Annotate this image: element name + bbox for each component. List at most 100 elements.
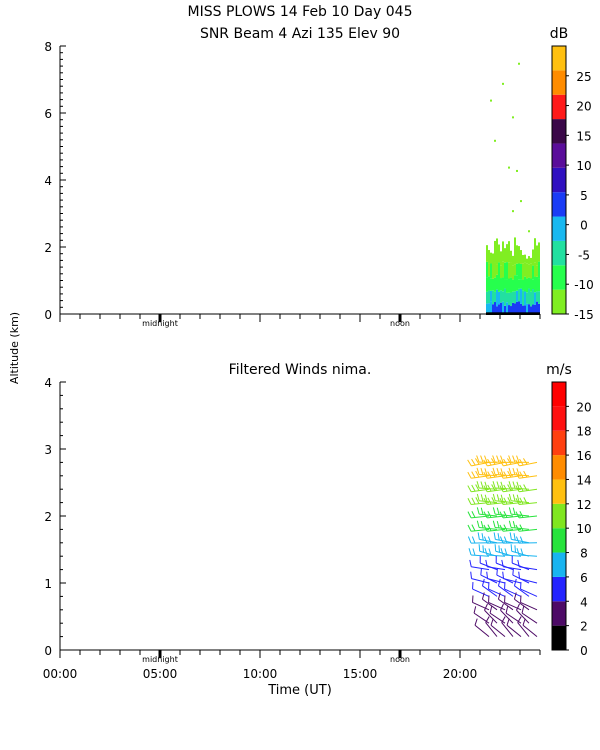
wind-barb [515,497,538,505]
colorbar-tick-label: 5 [580,189,588,203]
y-tick-label: 8 [44,40,52,54]
snr-cell [514,237,516,265]
snr-echo [494,139,496,142]
snr-cell [516,275,518,291]
snr-cell [524,305,526,314]
snr-cell [502,301,504,314]
snr-cell [518,279,520,289]
snr-cell [522,290,524,306]
y-tick-label: 3 [44,443,52,457]
snr-cell [538,242,540,262]
figure-subtitle: SNR Beam 4 Azi 135 Elev 90 [200,26,400,42]
snr-cell [496,238,498,265]
snr-cell [502,261,504,278]
wind-barb [484,603,498,624]
snr-cell [538,261,540,279]
colorbar-swatch [552,601,566,626]
wind-barb [504,595,522,611]
snr-cell [532,289,534,305]
colorbar-swatch [552,479,566,504]
snr-cell [510,250,512,263]
snr-cell [504,248,506,263]
snr-cell [534,262,536,277]
snr-cell [502,291,504,302]
snr-cell [538,303,540,314]
colorbar-tick-label: -15 [574,308,594,322]
y-tick-label: 4 [44,174,52,188]
snr-cell [522,263,524,280]
colorbar-swatch [552,382,566,407]
wind-barb [513,578,530,597]
snr-cell [530,306,532,314]
colorbar-tick-label: 10 [576,522,591,536]
wind-barb [499,536,522,544]
wind-barb [500,603,514,624]
snr-cell [492,264,494,279]
colorbar-swatch [552,70,566,95]
snr-cell [510,262,512,278]
snr-cell [510,277,512,293]
snr-cell [524,254,526,263]
y-tick-label: 1 [44,577,52,591]
wind-barb [490,618,506,637]
wind-barb [485,559,506,571]
snr-cell [502,277,504,292]
snr-axes: 0 2 4 6 8 midnight noon [44,40,541,328]
snr-cell [486,245,488,262]
snr-cell [514,291,516,304]
wind-barb [488,582,506,597]
x-axis-label: Time (UT) [267,683,332,698]
wind-barb [504,582,522,597]
colorbar-swatch [552,528,566,553]
wind-barb [511,556,530,571]
snr-echo [490,99,492,102]
snr-cell [508,292,510,306]
snr-cell [488,263,490,277]
snr-cell [524,262,526,277]
colorbar-swatch [552,240,566,266]
wind-barb [497,578,514,597]
snr-cell [514,303,516,314]
snr-cell [532,249,534,266]
x-tick-label: 15:00 [343,667,378,681]
snr-cell [492,253,494,265]
colorbar-tick-label: 18 [576,425,591,439]
wind-barb [488,595,506,611]
snr-cell [498,279,500,292]
snr-cell [496,274,498,290]
wind-barb [508,520,530,530]
snr-cell [508,241,510,263]
colorbar-tick-label: 25 [576,70,591,84]
snr-cell [494,277,496,292]
snr-cell [488,303,490,314]
wind-barb [469,559,490,571]
snr-cell [530,263,532,279]
snr-cell [534,276,536,293]
colorbar-swatch [552,406,566,431]
x-tick-label: 20:00 [443,667,478,681]
wind-barb [499,458,522,467]
snr-cell [524,276,526,292]
snr-cell [490,278,492,291]
snr-cell [520,279,522,289]
snr-cell [488,290,490,304]
snr-cell [498,291,500,305]
snr-cell [512,255,514,266]
snr-echo [508,166,510,169]
wind-barb [485,616,498,637]
snr-cell [516,301,518,314]
colorbar-tick-label: 8 [580,547,588,561]
snr-cell [492,278,494,291]
x-tick-label: 05:00 [143,667,178,681]
snr-cell [518,246,520,264]
wind-barb [472,582,490,597]
snr-cell [532,304,534,314]
snr-cell [504,279,506,289]
wind-barb [497,592,514,611]
colorbar-tick-label: 16 [576,449,591,463]
snr-cell [510,306,512,314]
snr-cell [486,277,488,292]
snr-cell [504,305,506,314]
snr-cell [532,265,534,280]
snr-cell [508,278,510,293]
